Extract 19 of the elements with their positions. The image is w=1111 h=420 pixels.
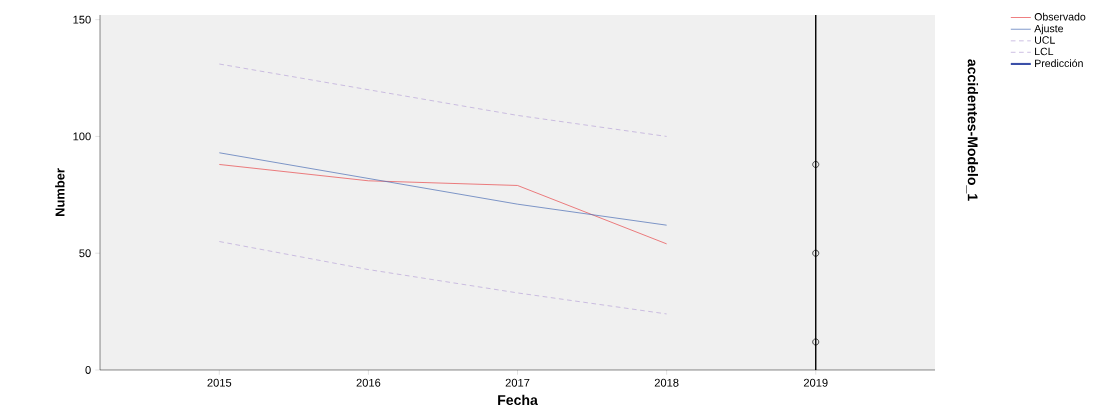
legend-label: UCL (1035, 36, 1055, 44)
x-tick-label: 2017 (505, 378, 530, 387)
y-tick-label: 0 (85, 366, 91, 374)
line-series (218, 241, 667, 315)
x-axis-title: Fecha (498, 394, 538, 406)
legend-label: LCL (1035, 47, 1054, 56)
x-tick-label: 2018 (654, 378, 679, 387)
x-tick-label: 2016 (356, 378, 381, 387)
y-tick-label: 50 (79, 249, 91, 258)
line-series (218, 164, 667, 245)
x-tick-label: 2019 (803, 378, 828, 387)
y-tick-label: 100 (73, 132, 91, 141)
y2-axis-title: accidentes-Modelo_1 (966, 59, 979, 201)
legend-label: Observado (1034, 12, 1086, 21)
x-tick-label: 2015 (207, 378, 232, 387)
legend-label: Ajuste (1034, 24, 1064, 35)
y-axis-title: Number (55, 168, 65, 216)
y-tick-label: 150 (73, 15, 91, 24)
legend-label: Predicción (1035, 59, 1083, 68)
